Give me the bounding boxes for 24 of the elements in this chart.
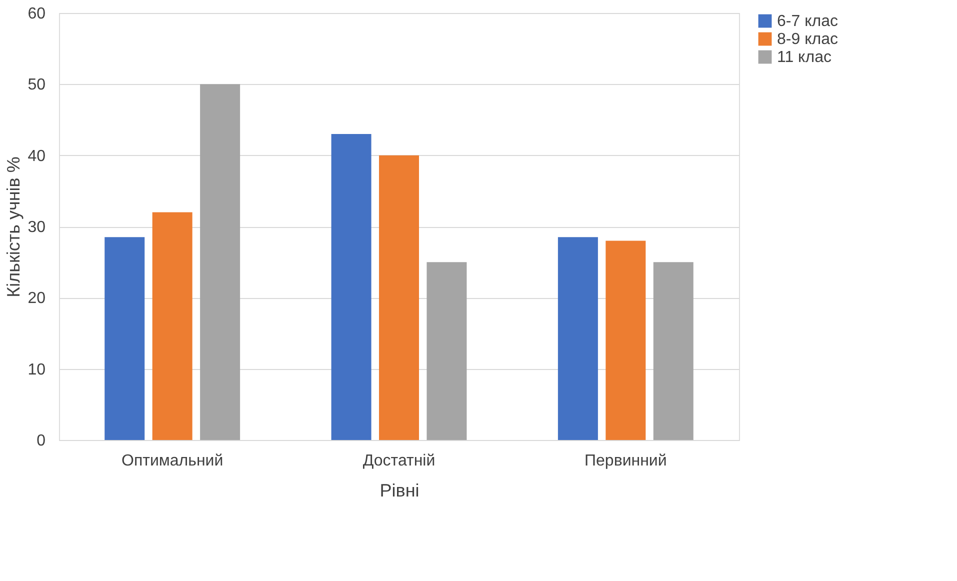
- x-axis-title: Рівні: [380, 480, 420, 500]
- bar: [653, 262, 694, 440]
- legend-label: 11 клас: [777, 49, 832, 66]
- y-axis-title: Кількість учнів %: [4, 156, 24, 298]
- y-tick-label: 0: [36, 432, 46, 450]
- bar: [152, 212, 192, 440]
- y-tick-label: 40: [28, 148, 46, 165]
- bar: [104, 237, 145, 440]
- x-tick-label: Достатній: [362, 452, 436, 470]
- legend-label: 8-9 клас: [777, 31, 838, 48]
- bar: [379, 155, 419, 440]
- x-tick-label: Первинний: [584, 452, 667, 470]
- bar: [426, 262, 467, 440]
- y-tick-label: 10: [28, 361, 46, 378]
- y-tick-label: 50: [28, 76, 46, 94]
- bar: [558, 237, 598, 440]
- y-tick-label: 60: [28, 6, 46, 22]
- bar: [606, 240, 646, 440]
- y-tick-label: 20: [28, 290, 46, 308]
- legend-label: 6-7 клас: [777, 13, 838, 30]
- bar: [200, 84, 240, 440]
- x-tick-label: Оптимальний: [122, 452, 224, 470]
- y-tick-label: 30: [28, 219, 46, 236]
- bar: [331, 134, 372, 440]
